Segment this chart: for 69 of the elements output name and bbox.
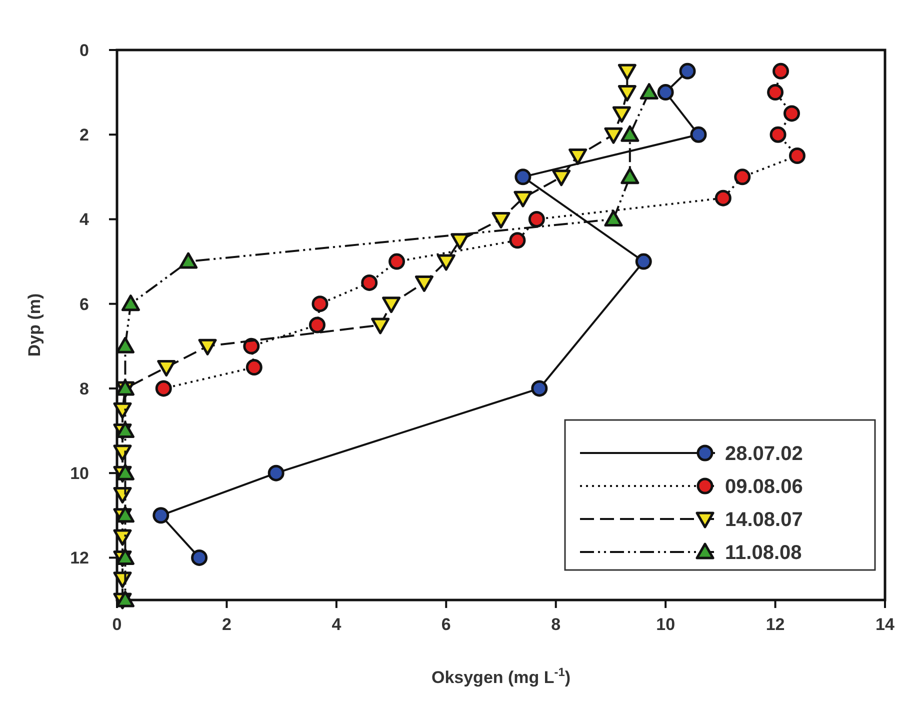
- x-axis-title: Oksygen (mg L$^{-1}$): [431, 665, 571, 687]
- x-tick-label: 2: [222, 615, 232, 634]
- point: [514, 168, 532, 186]
- point: [604, 127, 623, 144]
- point: [528, 210, 545, 228]
- point: [770, 126, 786, 143]
- point: [371, 318, 390, 334]
- x-tick-label: 0: [112, 615, 122, 634]
- point: [620, 125, 640, 142]
- point: [514, 190, 532, 208]
- point: [312, 296, 328, 312]
- point: [552, 170, 571, 186]
- point: [198, 338, 217, 356]
- point: [612, 106, 631, 123]
- point: [568, 148, 588, 166]
- point: [152, 507, 170, 524]
- point: [640, 83, 658, 100]
- point: [788, 148, 806, 164]
- legend-label: 14.08.07: [725, 509, 803, 531]
- y-axis-title: Dyp (m): [25, 293, 44, 357]
- point: [509, 232, 526, 249]
- point: [690, 126, 707, 143]
- point: [492, 212, 510, 228]
- point: [450, 233, 470, 250]
- y-tick-label: 4: [80, 210, 90, 230]
- point: [635, 253, 652, 270]
- point: [604, 210, 623, 226]
- point: [657, 84, 674, 101]
- point: [388, 253, 406, 270]
- x-tick-label: 10: [656, 615, 676, 634]
- x-tick-label: 4: [332, 615, 342, 634]
- point: [268, 464, 284, 482]
- legend-label: 11.08.08: [725, 542, 802, 564]
- point: [714, 190, 732, 206]
- point: [734, 168, 751, 186]
- y-tick-label: 8: [80, 379, 89, 398]
- point: [179, 252, 198, 269]
- point: [113, 402, 132, 419]
- point: [246, 359, 262, 376]
- x-tick-label: 8: [551, 615, 561, 634]
- y-tick-label: 0: [80, 41, 89, 60]
- y-tick-label: 6: [80, 294, 89, 314]
- y-tick-label: 10: [70, 464, 89, 484]
- point: [767, 84, 784, 101]
- legend-label: 09.08.06: [725, 476, 803, 498]
- point: [620, 168, 640, 184]
- x-tick-label: 12: [766, 615, 785, 634]
- point: [531, 380, 548, 397]
- x-tick-label: 6: [441, 615, 451, 634]
- point: [113, 529, 132, 546]
- point: [361, 274, 378, 291]
- point: [121, 294, 140, 312]
- point: [157, 360, 176, 377]
- point: [679, 62, 696, 80]
- point: [436, 254, 456, 271]
- y-tick-label: 2: [80, 126, 89, 145]
- point: [308, 316, 326, 334]
- legend-label: 28.07.02: [725, 443, 803, 465]
- point: [772, 62, 790, 80]
- point: [783, 105, 800, 122]
- y-tick-label: 12: [70, 548, 89, 568]
- point: [414, 275, 434, 292]
- point: [155, 380, 172, 397]
- point: [618, 64, 636, 80]
- point: [618, 85, 636, 102]
- x-tick-label: 14: [876, 615, 895, 634]
- point: [191, 549, 208, 566]
- point: [113, 444, 132, 462]
- point: [382, 296, 401, 314]
